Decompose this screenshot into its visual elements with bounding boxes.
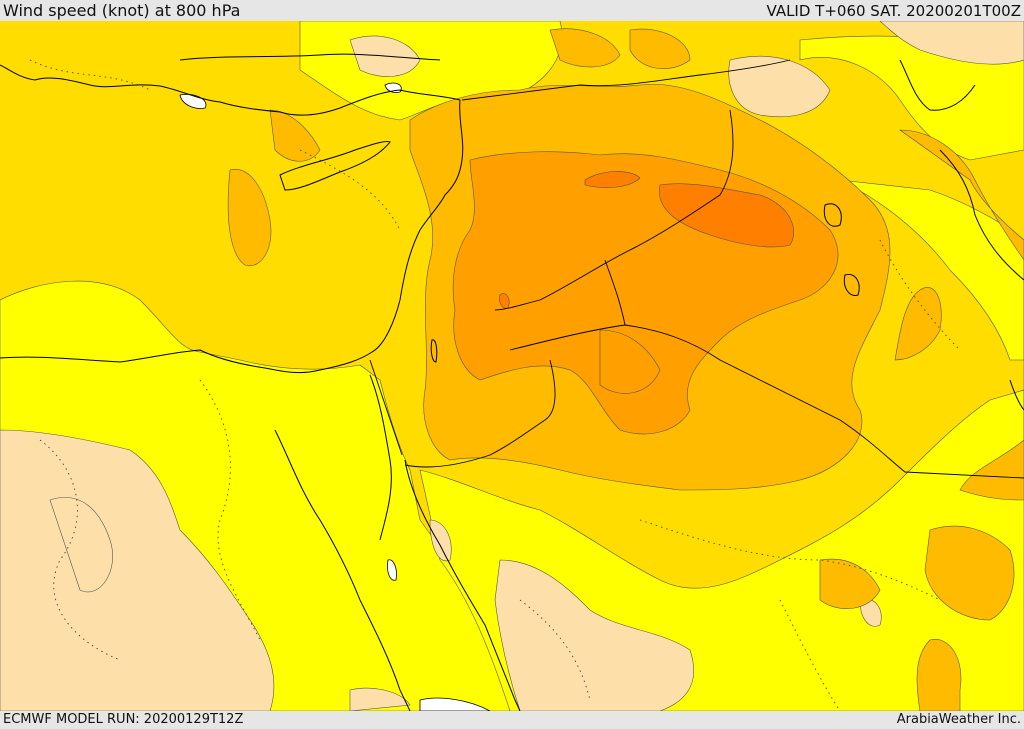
national-borders — [369, 59, 1024, 479]
tan-region-east-sahara — [49, 497, 113, 593]
lake-tharthar — [823, 203, 842, 227]
light-orange-region-gulf — [924, 525, 1015, 621]
lake-razazah — [843, 273, 860, 297]
map-title: Wind speed (knot) at 800 hPa — [3, 1, 241, 20]
coast-black-sea — [179, 53, 441, 61]
orange-region-jordan-south — [599, 329, 661, 394]
header-bar: Wind speed (knot) at 800 hPa VALID T+060… — [0, 0, 1024, 21]
coastlines — [0, 53, 1024, 711]
south-water — [419, 697, 491, 711]
light-orange-region-south — [916, 639, 962, 711]
coast-caspian — [899, 59, 976, 111]
dotted-contour-8 — [299, 149, 401, 231]
light-orange-region-iran — [899, 129, 1024, 501]
red-sea-patch — [387, 559, 397, 581]
coast-north-africa — [0, 229, 421, 374]
dark-orange-regions — [499, 171, 795, 309]
border-jordan-iraq — [604, 259, 626, 326]
tan-region-northeast — [879, 21, 1024, 65]
credit-text: ArabiaWeather Inc. — [896, 712, 1021, 727]
light-orange-region-northwest — [549, 28, 621, 68]
light-orange-region-mediterranean — [227, 169, 272, 267]
coast-gulf-north — [939, 149, 1024, 281]
yellow-region-iran — [839, 179, 1024, 361]
border-turkey-syria — [461, 59, 791, 101]
light-orange-region-east-arabia — [819, 558, 881, 609]
border-syria-iraq — [494, 194, 721, 311]
dark-orange-region-syria — [584, 171, 641, 188]
coast-cyprus — [279, 141, 391, 191]
coast-levant — [419, 99, 464, 231]
border-saudi-jordan-south — [404, 359, 556, 468]
tan-regions — [0, 21, 1024, 711]
border-jordan-saudi — [509, 324, 1024, 479]
tan-region-sinai-small — [429, 519, 452, 562]
tan-region-hejaz — [494, 559, 694, 711]
light-orange-region-north-iraq — [629, 28, 691, 69]
wind-speed-map — [0, 21, 1024, 711]
tan-region-southwest-small — [349, 687, 411, 711]
coast-red-sea-west — [274, 429, 411, 711]
dark-orange-region-iraq — [659, 183, 795, 248]
dotted-contours — [29, 59, 961, 711]
coast-red-sea-east — [404, 459, 521, 711]
border-iraq-iran — [719, 109, 734, 196]
light-orange-region-turkey — [269, 109, 321, 162]
dotted-contour-6 — [879, 239, 961, 351]
dotted-contour-5 — [779, 599, 841, 711]
valid-time: VALID T+060 SAT. 20200201T00Z — [766, 2, 1021, 20]
footer-bar: ECMWF MODEL RUN: 20200129T12Z ArabiaWeat… — [0, 711, 1024, 729]
coast-aegean — [0, 64, 91, 86]
tan-region-caspian — [728, 55, 831, 118]
coast-sinai — [369, 374, 392, 541]
coast-gulf-west — [1009, 379, 1024, 411]
dead-sea — [430, 339, 438, 363]
dotted-contour-3 — [519, 599, 591, 701]
border-egypt-israel — [369, 359, 403, 456]
model-run: ECMWF MODEL RUN: 20200129T12Z — [3, 712, 244, 727]
coast-turkey-south — [89, 84, 461, 116]
light-orange-region-zagros — [894, 287, 942, 361]
